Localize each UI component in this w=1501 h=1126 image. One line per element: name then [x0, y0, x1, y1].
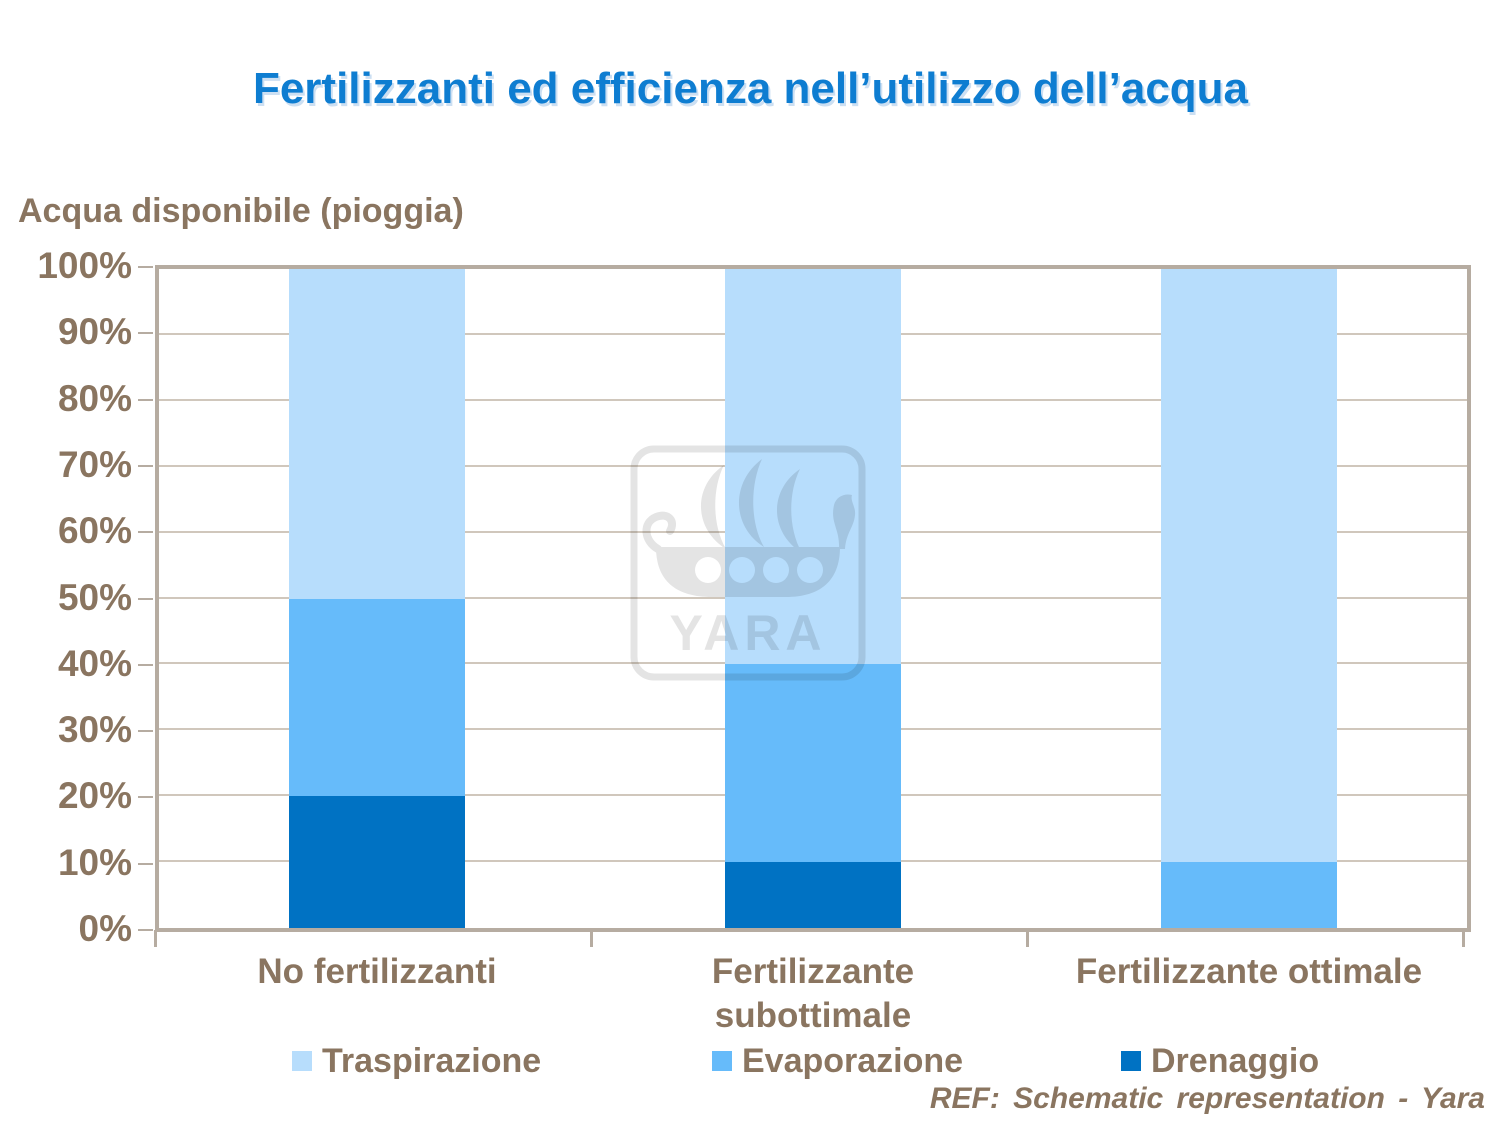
slide-title: Fertilizzanti ed efficienza nell’utilizz… [252, 64, 1249, 113]
bar-segment-evaporazione [1161, 862, 1337, 928]
ship-shield-hole [729, 557, 755, 583]
y-tick-label: 30% [57, 709, 132, 751]
y-tick-label: 50% [57, 576, 132, 618]
y-tick-label: 70% [57, 444, 132, 486]
legend-label: Traspirazione [322, 1041, 542, 1080]
watermark-text: YARA [669, 605, 826, 661]
y-tick-label: 90% [57, 311, 132, 353]
y-tick-mark [138, 266, 153, 268]
ship-sail-icon [738, 459, 764, 547]
bar-segment-drenaggio [289, 796, 465, 928]
legend-swatch-evaporazione [712, 1051, 732, 1071]
x-category-label: No fertilizzanti [257, 952, 497, 991]
x-tick-mark [590, 930, 593, 947]
yara-watermark-logo: YARA [630, 445, 866, 681]
y-tick-mark [138, 531, 153, 534]
ship-sail-icon [776, 469, 802, 553]
x-tick-mark [154, 930, 157, 947]
legend-swatch-traspirazione [292, 1051, 312, 1071]
ship-prow-neck-icon [833, 494, 856, 549]
ship-shield-hole [695, 557, 721, 583]
x-category-label: Fertilizzante ottimale [1075, 952, 1423, 991]
legend-entry: Drenaggio [1121, 1041, 1319, 1081]
bar-segment-drenaggio [725, 862, 901, 928]
y-tick-mark [138, 730, 153, 733]
y-tick-mark [138, 663, 153, 666]
ship-sail-icon [700, 465, 726, 549]
x-tick-mark [1462, 930, 1465, 947]
ship-shield-hole [797, 557, 823, 583]
bar-segment-traspirazione [289, 269, 465, 599]
watermark-border [630, 445, 866, 681]
y-tick-mark [138, 464, 153, 467]
ship-prow-spiral-icon [642, 511, 677, 553]
y-tick-label: 10% [57, 841, 132, 883]
y-tick-label: 80% [57, 377, 132, 419]
legend-label: Drenaggio [1151, 1041, 1320, 1080]
bar-segment-traspirazione [1161, 269, 1337, 863]
x-tick-mark [1026, 930, 1029, 947]
y-tick-label: 20% [57, 775, 132, 817]
footer-ref: REF: Schematic representation - Yara [929, 1082, 1485, 1115]
ship-shield-hole [763, 557, 789, 583]
y-tick-mark [138, 796, 153, 799]
y-tick-label: 40% [57, 642, 132, 684]
y-tick-mark [138, 332, 153, 335]
y-tick-label: 0% [78, 908, 132, 950]
legend-entry: Evaporazione [712, 1041, 963, 1081]
y-axis-title: Acqua disponibile (pioggia) [18, 192, 464, 230]
y-tick-mark [138, 862, 153, 865]
y-tick-mark [138, 929, 153, 931]
bar-segment-evaporazione [725, 664, 901, 863]
legend-label: Evaporazione [742, 1041, 964, 1080]
legend-entry: Traspirazione [292, 1041, 541, 1081]
legend-swatch-drenaggio [1121, 1051, 1141, 1071]
y-tick-mark [138, 597, 153, 600]
x-category-label: Fertilizzante subottimale [711, 952, 915, 1035]
y-tick-label: 60% [57, 510, 132, 552]
y-tick-label: 100% [37, 245, 132, 287]
bar-segment-evaporazione [289, 598, 465, 797]
viking-ship-icon [642, 459, 856, 597]
y-tick-mark [138, 398, 153, 401]
